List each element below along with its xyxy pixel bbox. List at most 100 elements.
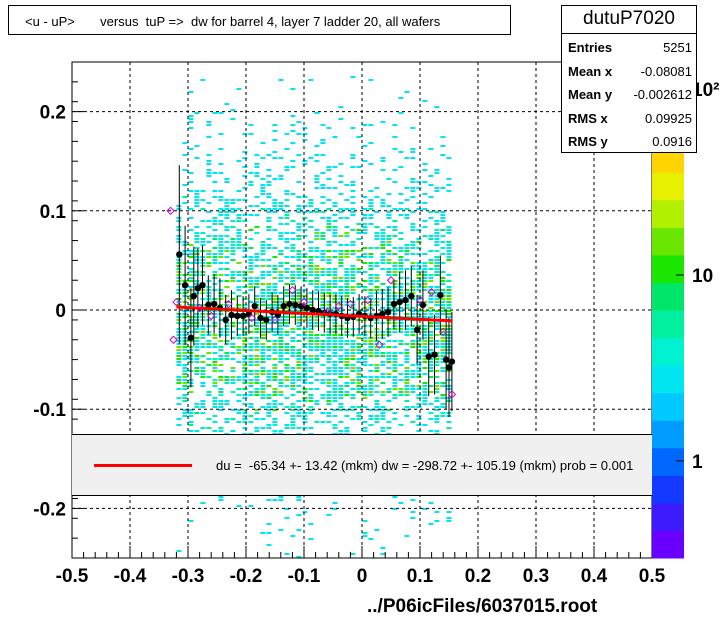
density-cell [260, 247, 266, 249]
density-cell [272, 247, 278, 249]
density-cell [362, 364, 368, 366]
density-cell [344, 250, 350, 252]
density-cell [422, 394, 428, 396]
density-cell [404, 373, 410, 375]
density-cell [290, 193, 296, 195]
density-cell [320, 322, 326, 324]
density-cell [218, 355, 224, 357]
density-cell [290, 250, 296, 252]
density-cell [284, 199, 290, 201]
density-cell [284, 295, 290, 297]
density-cell [380, 427, 386, 429]
density-cell [254, 298, 260, 300]
density-cell [284, 289, 290, 291]
density-cell [290, 394, 296, 396]
density-cell [350, 388, 356, 390]
density-cell [236, 238, 242, 240]
density-cell [296, 349, 302, 351]
density-cell [368, 274, 374, 276]
density-cell [242, 358, 248, 360]
density-cell [410, 370, 416, 372]
density-cell [266, 283, 272, 285]
density-cell [266, 394, 272, 396]
density-cell [404, 415, 410, 417]
density-cell [212, 229, 218, 231]
density-cell [224, 217, 230, 219]
density-cell [320, 202, 326, 204]
density-cell [314, 286, 320, 288]
density-cell [242, 376, 248, 378]
density-cell [326, 256, 332, 258]
density-cell [344, 271, 350, 273]
colorbar-segment [652, 199, 684, 228]
density-cell [182, 412, 188, 414]
density-cell [242, 247, 248, 249]
density-cell [218, 241, 224, 243]
density-cell [320, 301, 326, 303]
density-cell [440, 361, 446, 363]
density-cell [398, 259, 404, 261]
density-cell [260, 337, 266, 339]
density-cell [320, 283, 326, 285]
density-cell [338, 355, 344, 357]
density-cell [206, 364, 212, 366]
density-cell [302, 253, 308, 255]
density-cell [230, 226, 236, 228]
density-cell [218, 292, 224, 294]
density-cell [422, 208, 428, 210]
density-cell [314, 361, 320, 363]
density-cell [332, 280, 338, 282]
density-cell [308, 346, 314, 348]
density-cell [350, 277, 356, 279]
density-cell [278, 430, 284, 432]
density-cell [332, 409, 338, 411]
density-cell [194, 406, 200, 408]
density-cell [380, 346, 386, 348]
density-cell [350, 127, 356, 129]
profile-point [280, 302, 287, 310]
density-cell [410, 376, 416, 378]
density-cell [278, 178, 284, 180]
density-cell [404, 325, 410, 327]
density-cell [266, 298, 272, 300]
density-cell [302, 310, 308, 312]
density-cell [326, 310, 332, 312]
fit-legend: du = -65.34 +- 13.42 (mkm) dw = -298.72 … [72, 434, 652, 496]
density-cell [380, 241, 386, 243]
density-cell [200, 331, 206, 333]
density-cell [218, 262, 224, 264]
density-cell [428, 184, 434, 186]
density-cell [344, 427, 350, 429]
density-cell [380, 418, 386, 420]
density-cell [224, 181, 230, 183]
density-cell [284, 406, 290, 408]
density-cell [422, 400, 428, 402]
density-cell [236, 328, 242, 330]
density-cell [254, 430, 260, 432]
density-cell [206, 340, 212, 342]
density-cell [356, 415, 362, 417]
density-cell [194, 328, 200, 330]
density-cell [260, 352, 266, 354]
density-cell [326, 169, 332, 171]
density-cell [356, 382, 362, 384]
density-cell [212, 313, 218, 315]
density-cell [320, 238, 326, 240]
density-cell [302, 328, 308, 330]
density-cell [278, 277, 284, 279]
density-cell [284, 247, 290, 249]
density-cell [416, 385, 422, 387]
density-cell [278, 298, 284, 300]
density-cell [284, 292, 290, 294]
fit-line [176, 305, 452, 323]
profile-point [442, 356, 450, 363]
density-cell [302, 127, 308, 129]
density-cell [194, 358, 200, 360]
density-cell [290, 115, 296, 117]
density-cell [278, 358, 284, 360]
density-cell [326, 208, 332, 210]
density-cell [410, 421, 416, 423]
density-cell [356, 259, 362, 261]
density-cell [278, 223, 284, 225]
density-cell [182, 352, 188, 354]
